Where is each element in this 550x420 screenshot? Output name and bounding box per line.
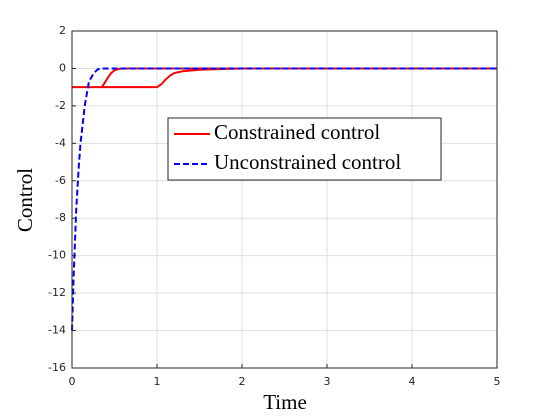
y-tick-label: 0 (59, 61, 66, 74)
y-tick-label: -12 (48, 286, 66, 299)
y-tick-label: 2 (59, 24, 66, 37)
x-axis-label: Time (263, 390, 307, 414)
legend-label: Constrained control (214, 120, 380, 144)
axes-box (71, 30, 498, 369)
y-tick-label: -2 (55, 99, 66, 112)
x-tick-label: 3 (324, 375, 331, 388)
y-tick-label: -4 (55, 136, 66, 149)
y-tick-label: -16 (48, 361, 66, 374)
y-axis-label: Control (13, 168, 37, 232)
y-tick-label: -8 (55, 211, 66, 224)
x-tick-label: 2 (239, 375, 246, 388)
legend-box (167, 117, 442, 181)
plot-area (72, 31, 497, 368)
y-tick-label: -14 (48, 324, 66, 337)
series-line (71, 67, 497, 331)
y-tick-label: -6 (55, 174, 66, 187)
x-tick-label: 4 (409, 375, 416, 388)
x-tick-label: 5 (494, 375, 501, 388)
y-tick-label: -10 (48, 249, 66, 262)
x-tick-label: 0 (69, 375, 76, 388)
x-tick-label: 1 (154, 375, 161, 388)
legend-label: Unconstrained control (214, 150, 401, 174)
